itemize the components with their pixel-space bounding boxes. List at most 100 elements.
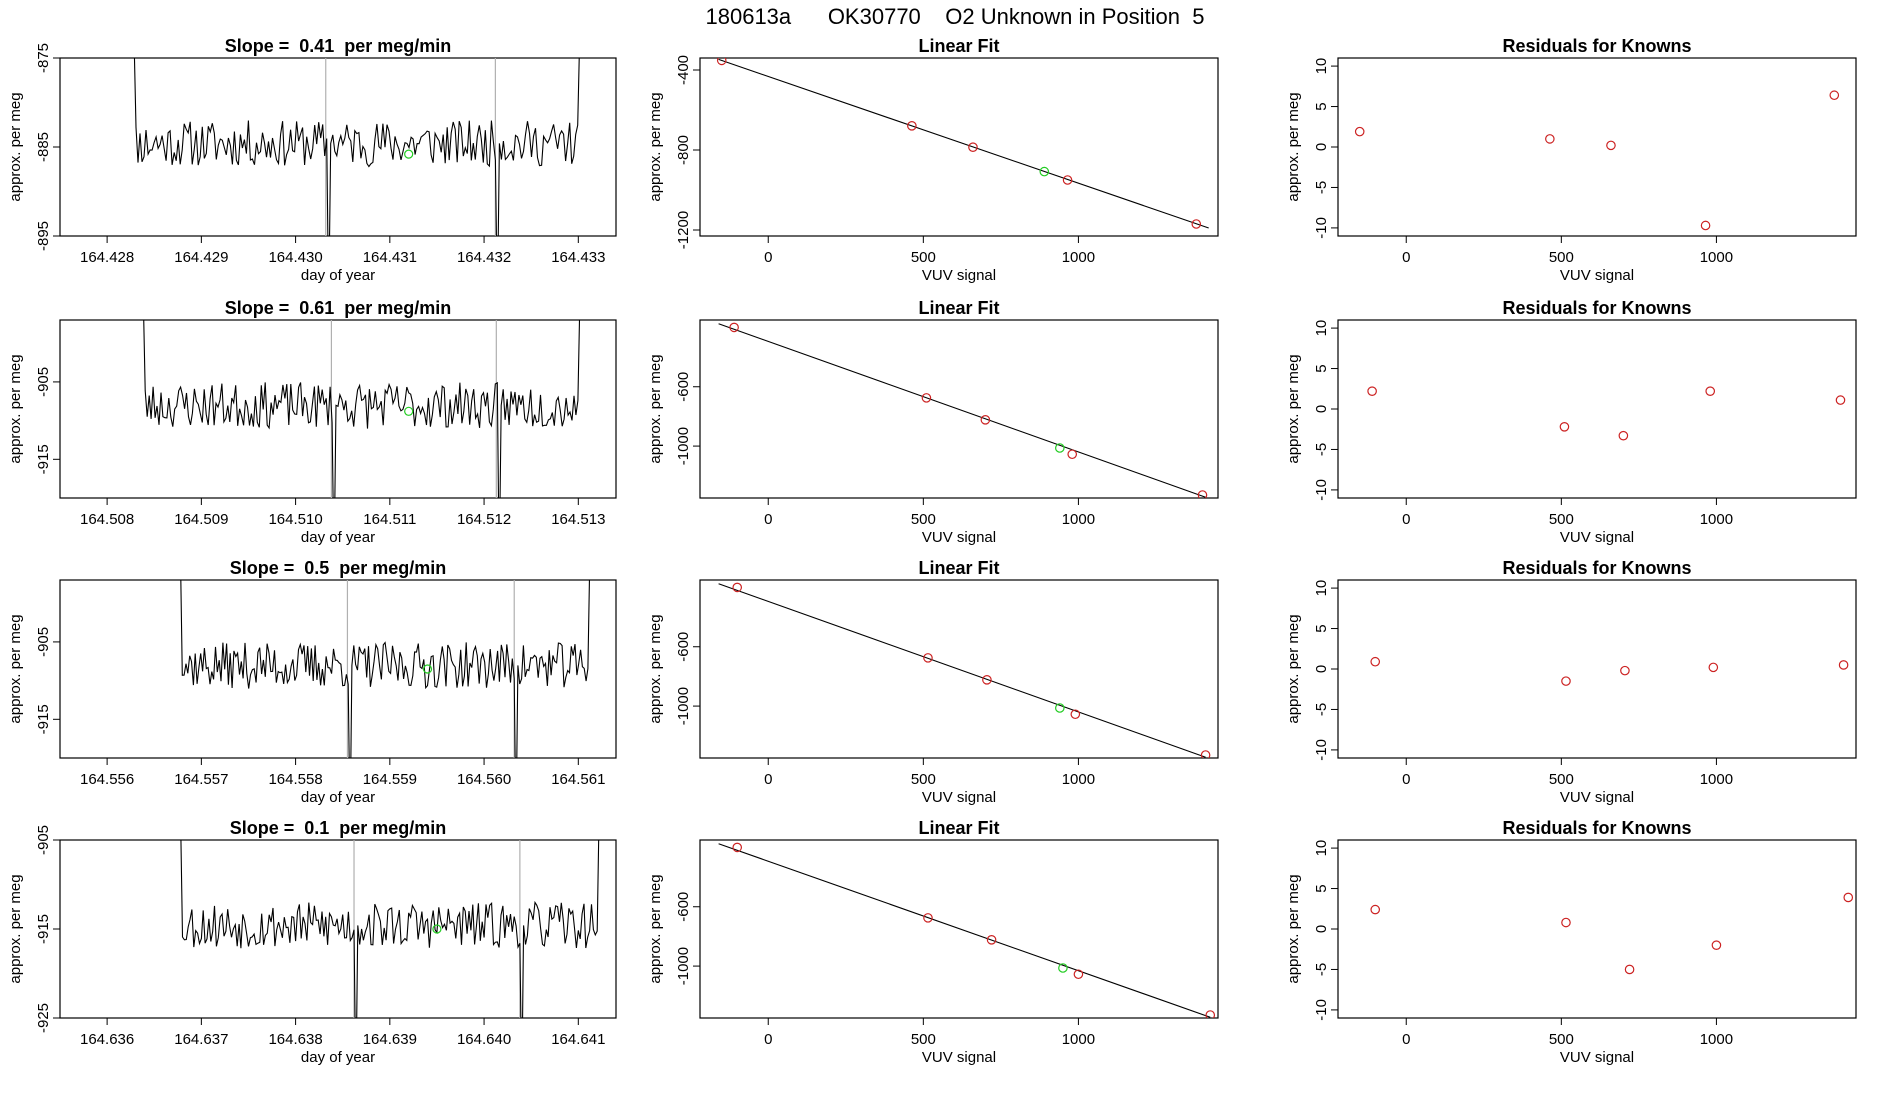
known-point	[1200, 750, 1211, 758]
x-tick-label: 0	[764, 1031, 772, 1048]
y-tick-label: -5	[1313, 963, 1330, 976]
panels: Slope = 0.41 per meg/min 164.428 164.429 16…	[7, 36, 1857, 1066]
known-point	[923, 653, 933, 663]
fit-line	[718, 583, 1206, 758]
known-point	[1838, 660, 1849, 670]
plot-frame	[699, 319, 1219, 499]
x-tick-label: 1000	[1700, 249, 1733, 266]
x-tick-label: 164.511	[363, 511, 416, 528]
unknown-point	[1055, 443, 1065, 453]
known-point	[1561, 917, 1571, 928]
known-point	[1370, 656, 1381, 667]
y-axis-label: approx. per meg	[647, 354, 664, 463]
x-tick-label: 164.560	[457, 771, 511, 788]
x-axis-label: VUV signal	[1560, 789, 1634, 806]
y-axis-label: approx. per meg	[1285, 92, 1302, 201]
x-tick-label: 500	[1549, 771, 1574, 788]
panel-1-1: Slope = 0.41 per meg/min 164.428 164.429 16…	[7, 36, 617, 284]
plot-area	[1367, 386, 1846, 441]
x-tick-label: 500	[911, 771, 936, 788]
x-axis-label: VUV signal	[922, 529, 996, 546]
known-point	[986, 935, 997, 945]
y-tick-label: -885	[35, 132, 52, 162]
y-tick-label: -905	[35, 627, 52, 657]
known-point	[732, 842, 743, 853]
x-tick-label: 164.641	[551, 1031, 605, 1048]
plot-frame	[1337, 579, 1857, 759]
panel-2-2: Linear Fit 0 500 1000 -1000 -600 VUV signal app…	[647, 298, 1219, 546]
known-point	[732, 582, 743, 593]
y-tick-label: -400	[675, 55, 692, 85]
panel-4-2: Linear Fit 0 500 1000 -1000 -600 VUV signal app…	[647, 818, 1219, 1066]
x-tick-label: 1000	[1062, 771, 1095, 788]
plot-area	[180, 580, 590, 758]
y-tick-label: 5	[1313, 364, 1330, 372]
y-tick-label: 0	[1313, 925, 1330, 933]
plot-area	[143, 320, 581, 498]
unknown-point	[1055, 703, 1065, 713]
y-tick-label: -10	[1313, 479, 1330, 501]
y-tick-label: -800	[675, 135, 692, 165]
panel-title: Slope = 0.1 per meg/min	[230, 818, 447, 838]
x-axis-label: VUV signal	[922, 789, 996, 806]
x-tick-label: 164.512	[457, 511, 511, 528]
plot-area	[716, 58, 1209, 229]
x-tick-label: 0	[764, 249, 772, 266]
plot-area	[1370, 656, 1849, 686]
y-tick-label: -10	[1313, 999, 1330, 1021]
y-tick-label: 10	[1313, 58, 1330, 75]
known-point	[1561, 676, 1571, 686]
y-tick-label: 5	[1313, 884, 1330, 892]
x-tick-label: 164.557	[174, 771, 228, 788]
known-point	[1367, 386, 1377, 396]
y-tick-label: 0	[1313, 665, 1330, 673]
panel-3-3: Residuals for Knowns 0 500 1000 -10 -5 0 5 10 VUV…	[1285, 558, 1857, 806]
known-point	[1073, 969, 1084, 980]
plot-frame	[1337, 57, 1857, 237]
y-tick-label: 10	[1313, 580, 1330, 597]
y-tick-label: -915	[35, 914, 52, 944]
known-point	[1624, 964, 1635, 975]
x-tick-label: 0	[1402, 771, 1410, 788]
x-tick-label: 1000	[1700, 771, 1733, 788]
y-tick-label: -1200	[675, 211, 692, 249]
x-tick-label: 0	[764, 511, 772, 528]
known-point	[1559, 421, 1570, 432]
panel-title: Residuals for Knowns	[1502, 36, 1691, 56]
y-tick-label: 10	[1313, 320, 1330, 337]
x-axis-label: VUV signal	[922, 1049, 996, 1066]
plot-area	[718, 322, 1208, 498]
x-tick-label: 500	[911, 511, 936, 528]
y-axis-label: approx. per meg	[1285, 614, 1302, 723]
y-tick-label: 5	[1313, 624, 1330, 632]
x-tick-label: 164.559	[363, 771, 417, 788]
panel-title: Linear Fit	[918, 818, 999, 838]
known-point	[982, 675, 992, 685]
x-tick-label: 164.639	[363, 1031, 417, 1048]
x-axis-label: day of year	[301, 267, 375, 284]
timeseries-trace	[143, 320, 581, 498]
panel-2-1: Slope = 0.61 per meg/min 164.508 164.509 16…	[7, 298, 617, 546]
y-tick-label: -5	[1313, 181, 1330, 194]
y-tick-label: -5	[1313, 703, 1330, 716]
x-tick-label: 164.561	[551, 771, 605, 788]
known-point	[1070, 709, 1081, 720]
x-axis-label: day of year	[301, 1049, 375, 1066]
x-tick-label: 164.510	[268, 511, 322, 528]
timeseries-trace	[180, 580, 590, 758]
unknown-point	[1039, 166, 1050, 177]
known-point	[1370, 904, 1381, 915]
panel-title: Linear Fit	[918, 36, 999, 56]
x-tick-label: 0	[1402, 1031, 1410, 1048]
x-tick-label: 1000	[1700, 511, 1733, 528]
panel-title: Residuals for Knowns	[1502, 298, 1691, 318]
x-tick-label: 0	[764, 771, 772, 788]
plot-area	[133, 58, 580, 236]
y-axis-label: approx. per meg	[1285, 874, 1302, 983]
y-tick-label: 5	[1313, 102, 1330, 110]
fit-line	[718, 843, 1211, 1018]
panel-title: Residuals for Knowns	[1502, 818, 1691, 838]
known-point	[1711, 940, 1722, 950]
known-point	[1700, 220, 1711, 231]
